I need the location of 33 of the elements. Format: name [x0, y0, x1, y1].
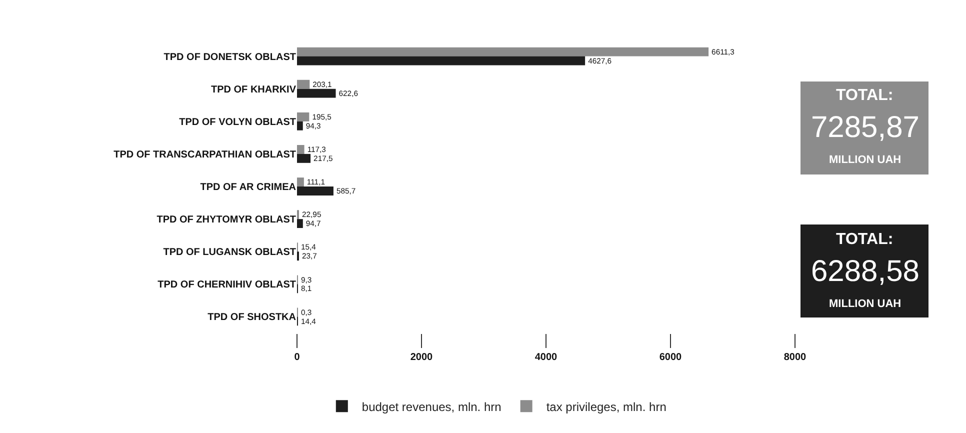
bar [297, 56, 586, 66]
y-tick-label: TPD OF AR CRIMEA [200, 182, 296, 193]
text: TOTAL: [836, 87, 894, 104]
bar [297, 112, 310, 122]
y-tick-label: TPD OF KHARKIV [211, 84, 296, 96]
y-tick-label: TPD OF DONETSK OBLAST [164, 52, 296, 63]
bar [297, 154, 311, 163]
text: 7285,87 [811, 111, 920, 144]
x-tick-label: 2000 [410, 352, 434, 363]
bar [297, 144, 304, 154]
bar [297, 80, 310, 89]
y-tick-label: TPD OF TRANSCARPATHIAN OBLAST [114, 149, 296, 160]
text: MILLION UAH [829, 298, 902, 310]
x-tick-label: 8000 [784, 352, 807, 363]
y-tick-label: TPD OF CHERNIHIV OBLAST [158, 280, 296, 291]
text: MILLION UAH [829, 154, 902, 166]
x-tick-label: 6000 [659, 352, 682, 363]
legend-label: tax privileges, mln. hrn [546, 400, 666, 414]
y-tick-label: TPD OF ZHYTOMYR OBLAST [156, 214, 296, 226]
bar [297, 88, 336, 98]
bar [297, 121, 303, 130]
bar [297, 186, 334, 196]
bar [297, 219, 303, 228]
bar [297, 178, 304, 186]
y-tick-label: TPD OF VOLYN OBLAST [179, 116, 296, 128]
bar [297, 47, 709, 56]
text: TOTAL: [836, 231, 894, 248]
text: 6288,58 [811, 255, 920, 288]
x-tick-label: 4000 [534, 352, 558, 363]
y-tick-label: TPD OF SHOSTKA [208, 312, 296, 324]
y-tick-label: TPD OF LUGANSK OBLAST [163, 247, 296, 258]
x-tick-label: 0 [294, 352, 300, 363]
legend-label: budget revenues, mln. hrn [362, 400, 502, 414]
